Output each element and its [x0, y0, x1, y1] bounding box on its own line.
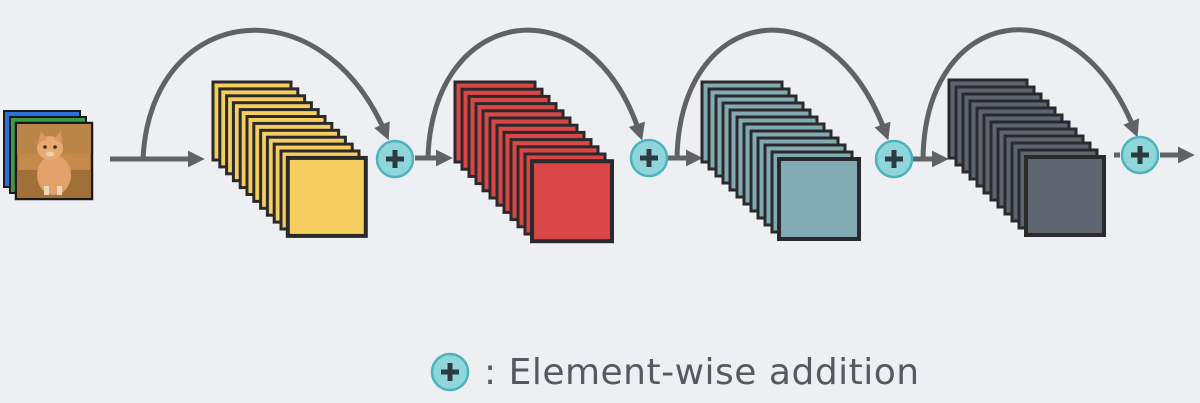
addition-op-4-plus-circle-icon [1122, 137, 1158, 173]
addition-op-1-plus-circle-icon [377, 141, 413, 177]
feature-block-4 [949, 80, 1104, 235]
block-front-face [779, 159, 859, 239]
feature-block-3 [702, 82, 859, 239]
block-front-face [1026, 157, 1104, 235]
feature-block-2 [455, 82, 612, 241]
addition-op-2-plus-circle-icon [631, 140, 667, 176]
block-front-face [532, 161, 612, 241]
input-image [4, 111, 92, 199]
block-front-face [288, 158, 366, 236]
feature-block-1 [213, 82, 366, 236]
addition-op-3-plus-circle-icon [876, 141, 912, 177]
plus-circle-icon [428, 350, 472, 394]
legend-label: : Element-wise addition [484, 352, 920, 393]
legend: : Element-wise addition [428, 350, 920, 394]
kitten-photo-icon [16, 123, 92, 199]
